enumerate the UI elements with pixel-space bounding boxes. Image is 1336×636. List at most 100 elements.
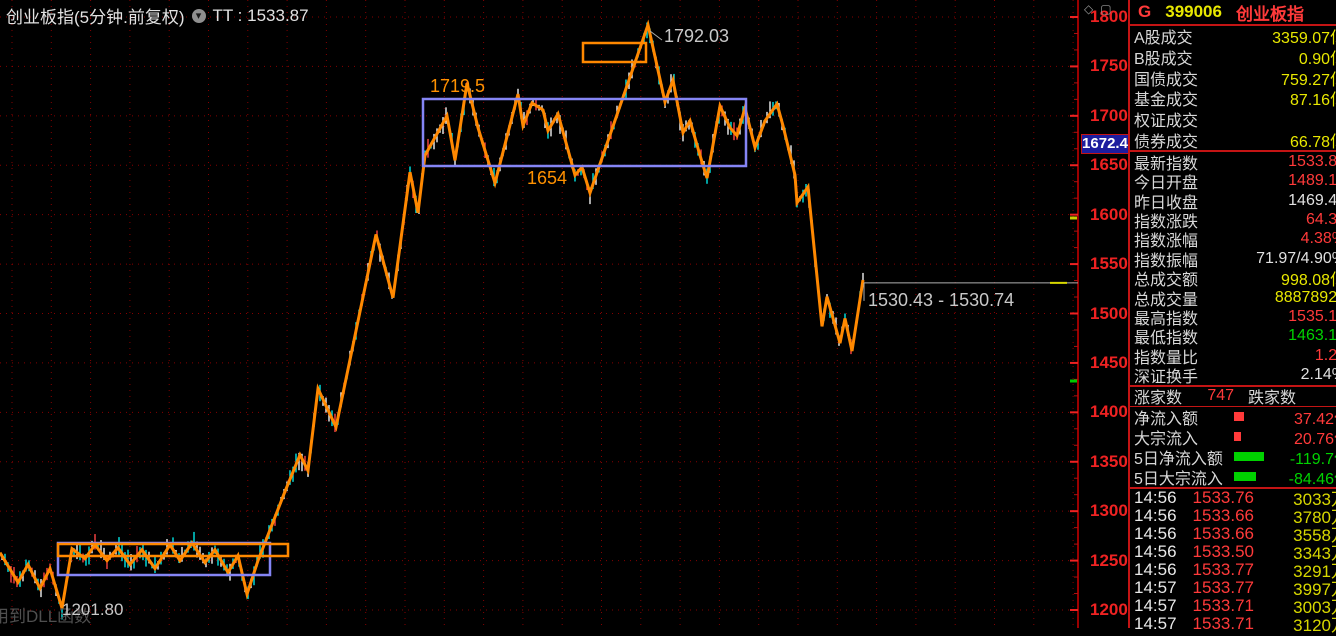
box-bottom-price-label: 1654 [527, 168, 568, 188]
row-label: 指数量比 [1134, 349, 1199, 367]
tick-price: 1533.77 [1192, 577, 1254, 597]
row-value: 71.97/4.90% [1256, 249, 1336, 267]
tick-time: 14:57 [1134, 577, 1177, 597]
restore-window-icon[interactable]: ▢ [1100, 2, 1112, 16]
row-value: 64.39 [1305, 210, 1336, 228]
breadth-row: 涨家数 747 跌家数 2 [1130, 384, 1336, 408]
volume-row: A股成交 3359.07亿 [1130, 26, 1336, 47]
row-label: 最高指数 [1134, 310, 1199, 328]
row-value: 1489.19 [1288, 172, 1336, 190]
row-value: 37.42亿 [1293, 410, 1336, 428]
dll-watermark: 用到DLL函数 [0, 607, 92, 626]
window-controls: ◇ ▢ [1084, 2, 1112, 16]
blue-annotation-box [421, 97, 748, 168]
axis-tick-label: 1300 [1090, 501, 1128, 521]
advancers-label: 涨家数 [1134, 390, 1183, 408]
tick-time: 14:57 [1134, 613, 1177, 633]
main-chart-area[interactable]: 创业板指(5分钟.前复权) ▾ TT : 1533.87 1719.5 1654… [0, 0, 1080, 628]
tick-row: 14:56 1533.76 3033万 [1130, 487, 1336, 510]
axis-tick-label: 1650 [1090, 155, 1128, 175]
axis-tick-label: 1600 [1090, 204, 1128, 224]
axis-tick-label: 1800 [1090, 7, 1128, 26]
flow-bar-icon [1234, 432, 1270, 442]
flow-bar [1234, 432, 1241, 442]
decliners-label: 跌家数 [1248, 390, 1297, 408]
index-stat-row: 总成交额 998.08亿 [1130, 268, 1336, 290]
axis-tick-label: 1750 [1090, 56, 1128, 76]
index-stat-row: 指数涨幅 4.38% [1130, 230, 1336, 251]
tick-price: 1533.50 [1192, 541, 1254, 561]
index-stat-row: 深证换手 2.14% [1130, 365, 1336, 386]
tick-row: 14:57 1533.71 3003万 [1130, 595, 1336, 618]
row-value: 998.08亿 [1281, 272, 1336, 290]
row-value: 1463.19 [1288, 327, 1336, 345]
row-value: 88878924 [1274, 288, 1336, 306]
index-stat-row: 昨日收盘 1469.48 [1130, 191, 1336, 212]
tick-row: 14:57 1533.77 3997万 [1130, 577, 1336, 600]
diamond-icon[interactable]: ◇ [1084, 2, 1094, 16]
row-label: 指数涨幅 [1134, 233, 1199, 251]
row-label: B股成交 [1134, 51, 1193, 69]
tick-time: 14:56 [1134, 505, 1177, 525]
market-flag: G [1138, 2, 1152, 21]
row-label: 国债成交 [1134, 71, 1199, 89]
row-label: A股成交 [1134, 30, 1193, 48]
tick-time: 14:56 [1134, 523, 1177, 543]
peak-price-label: 1792.03 [664, 26, 730, 46]
row-label: 最新指数 [1134, 155, 1199, 173]
volume-row: 债券成交 66.78亿 [1130, 129, 1336, 151]
volume-row: 权证成交 [1130, 109, 1336, 130]
tick-time: 14:56 [1134, 487, 1177, 507]
tick-time: 14:56 [1134, 559, 1177, 579]
decliners-value: 2 [1296, 387, 1336, 405]
row-label: 大宗流入 [1134, 430, 1199, 448]
tick-volume: 3003万 [1293, 598, 1336, 618]
index-stat-row: 最新指数 1533.87 [1130, 152, 1336, 173]
row-value: -84.46亿 [1288, 470, 1336, 488]
row-value: 4.38% [1300, 230, 1336, 248]
flow-bar [1234, 472, 1256, 482]
symbol-code[interactable]: 399006 [1165, 2, 1222, 21]
flow-bar [1234, 452, 1264, 462]
tick-row: 14:56 1533.66 3558万 [1130, 523, 1336, 546]
row-value: 0.90亿 [1298, 51, 1336, 69]
symbol-name[interactable]: 创业板指 [1235, 4, 1304, 24]
tick-row: 14:57 1533.71 3120万 [1130, 613, 1336, 636]
row-value: 2.14% [1300, 366, 1336, 384]
row-value: 1533.87 [1288, 152, 1336, 170]
chart-title-bar: 创业板指(5分钟.前复权) ▾ TT : 1533.87 [6, 3, 309, 28]
tick-price: 1533.66 [1192, 523, 1254, 543]
tick-time: 14:56 [1134, 541, 1177, 561]
advancers-value: 747 [1207, 387, 1235, 405]
orange-annotation-box [581, 41, 648, 64]
row-label: 基金成交 [1134, 92, 1199, 110]
row-value: 87.16亿 [1289, 92, 1336, 110]
index-stat-row: 总成交量 88878924 [1130, 288, 1336, 309]
tick-price: 1533.66 [1192, 505, 1254, 525]
box-top-price-label: 1719.5 [430, 76, 486, 96]
zigzag-line [0, 19, 865, 609]
row-label: 总成交额 [1134, 272, 1199, 290]
money-flow-row: 5日大宗流入-84.46亿-2% [1130, 467, 1336, 488]
tick-volume: 3291万 [1293, 562, 1336, 582]
row-value: 1469.48 [1288, 191, 1336, 209]
price-axis: 1672.4 1800 1750 1700 1650 1600 1550 1500 1450 1… [1078, 0, 1129, 628]
session-low-label: 1201.80 [62, 600, 124, 619]
chevron-down-icon[interactable]: ▾ [191, 8, 206, 23]
last-price-label: TT : 1533.87 [212, 5, 309, 25]
axis-tick-label: 1550 [1090, 254, 1128, 274]
axis-tick-label: 1200 [1090, 600, 1128, 619]
tick-volume: 3997万 [1293, 580, 1336, 600]
row-label: 总成交量 [1134, 291, 1199, 309]
tick-price: 1533.71 [1192, 613, 1254, 633]
row-label: 5日大宗流入 [1134, 470, 1223, 488]
peak-pointer-line [649, 30, 663, 41]
volume-row: 基金成交 87.16亿 [1130, 88, 1336, 109]
tick-time: 14:57 [1134, 595, 1177, 615]
tick-price: 1533.71 [1192, 595, 1254, 615]
chart-canvas[interactable] [0, 0, 1080, 628]
quote-panel: G 399006 创业板指 A股成交 3359.07亿 B股成交 0.90亿国债成交 7… [1128, 0, 1336, 635]
tick-list[interactable]: 14:561533.763033万14:561533.663780万14:561… [1130, 486, 1336, 636]
